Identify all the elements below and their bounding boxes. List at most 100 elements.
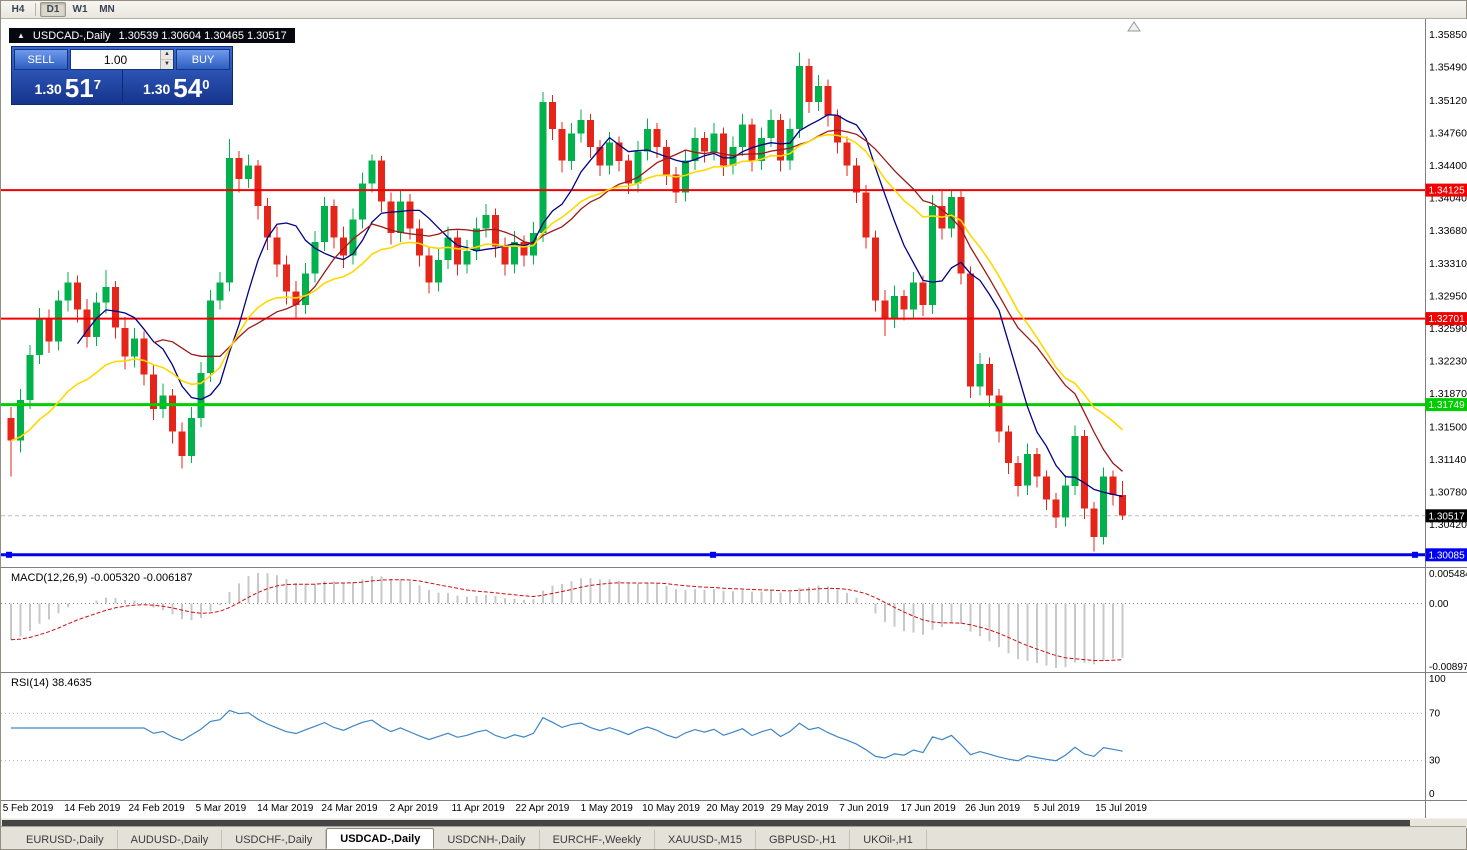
hline-handle[interactable] — [710, 551, 716, 558]
rsi-panel: 100 70 30 0 — [1, 674, 1446, 800]
svg-text:24 Mar 2019: 24 Mar 2019 — [321, 803, 378, 814]
svg-text:14 Mar 2019: 14 Mar 2019 — [257, 803, 314, 814]
timeframe-button-d1[interactable]: D1 — [40, 2, 66, 17]
toolbar-separator — [35, 3, 36, 16]
svg-text:7 Jun 2019: 7 Jun 2019 — [839, 803, 889, 814]
svg-text:1.31870: 1.31870 — [1429, 388, 1467, 400]
svg-text:1.31140: 1.31140 — [1429, 454, 1466, 466]
buy-price-point: 0 — [202, 77, 210, 92]
chart-tab-eurchfweekly[interactable]: EURCHF-,Weekly — [540, 830, 655, 849]
collapse-arrow-icon[interactable]: ▲ — [17, 31, 25, 40]
ma-line-sma16 — [153, 129, 1123, 472]
chart-tab-gbpusdh1[interactable]: GBPUSD-,H1 — [756, 830, 851, 849]
buy-price-figure: 1.30 — [143, 81, 171, 97]
svg-text:0.005484: 0.005484 — [1429, 569, 1467, 580]
rsi-label: RSI(14) 38.4635 — [11, 677, 92, 689]
volume-spinner-down-icon[interactable]: ▼ — [161, 60, 173, 69]
axis-label-1.32701: 1.32701 — [1425, 312, 1467, 325]
svg-text:11 Apr 2019: 11 Apr 2019 — [451, 803, 505, 814]
hline-handle[interactable] — [6, 551, 12, 558]
hline-handle[interactable] — [1412, 551, 1418, 558]
chart-tab-usdcaddaily[interactable]: USDCAD-,Daily — [326, 828, 435, 849]
svg-text:5 Jul 2019: 5 Jul 2019 — [1034, 803, 1081, 814]
sell-price-point: 7 — [93, 77, 101, 92]
svg-text:70: 70 — [1429, 708, 1441, 719]
volume-input[interactable]: 1.00 — [103, 52, 128, 67]
buy-price-pips: 54 — [173, 73, 203, 103]
svg-text:1 May 2019: 1 May 2019 — [581, 803, 634, 814]
svg-text:24 Feb 2019: 24 Feb 2019 — [129, 803, 186, 814]
svg-text:5 Mar 2019: 5 Mar 2019 — [196, 803, 247, 814]
price-axis[interactable]: 1.358501.354901.351201.347601.344001.340… — [1425, 29, 1467, 561]
chart-tab-usdcnhdaily[interactable]: USDCNH-,Daily — [434, 830, 540, 849]
svg-text:1.35850: 1.35850 — [1429, 29, 1467, 41]
buy-button[interactable]: BUY — [176, 49, 230, 70]
candles-layer — [7, 52, 1126, 552]
svg-text:1.33310: 1.33310 — [1429, 258, 1467, 270]
svg-text:1.34125: 1.34125 — [1429, 186, 1466, 197]
sell-price-figure: 1.30 — [34, 81, 62, 97]
svg-text:22 Apr 2019: 22 Apr 2019 — [515, 803, 569, 814]
svg-text:1.30085: 1.30085 — [1429, 550, 1466, 561]
svg-text:1.32950: 1.32950 — [1429, 291, 1467, 303]
autoscroll-marker-icon — [1127, 21, 1141, 32]
svg-text:-0.008973: -0.008973 — [1429, 662, 1467, 673]
svg-text:10 May 2019: 10 May 2019 — [642, 803, 700, 814]
chart-tab-eurusddaily[interactable]: EURUSD-,Daily — [13, 830, 118, 849]
svg-text:1.32590: 1.32590 — [1429, 323, 1467, 335]
h-scrollbar-thumb[interactable] — [2, 820, 1410, 827]
svg-text:1.35120: 1.35120 — [1429, 95, 1467, 107]
macd-panel: 0.005484 0.00 -0.008973 — [1, 569, 1467, 673]
svg-text:1.32701: 1.32701 — [1429, 314, 1466, 325]
macd-signal-line — [10, 579, 1123, 662]
svg-text:100: 100 — [1429, 674, 1446, 685]
timeframe-button-h4[interactable]: H4 — [11, 4, 25, 15]
time-axis: 5 Feb 2019 14 Feb 2019 24 Feb 2019 5 Mar 20… — [3, 803, 1148, 814]
svg-text:15 Jul 2019: 15 Jul 2019 — [1095, 803, 1147, 814]
price-chart[interactable]: 1.358501.354901.351201.347601.344001.340… — [1, 19, 1467, 828]
chart-tab-ukoilh1[interactable]: UKOil-,H1 — [850, 830, 927, 849]
chart-tab-audusddaily[interactable]: AUDUSD-,Daily — [118, 830, 223, 849]
svg-text:1.32230: 1.32230 — [1429, 356, 1467, 368]
svg-text:0: 0 — [1429, 789, 1435, 800]
timeframe-button-w1[interactable]: W1 — [72, 4, 88, 15]
svg-text:30: 30 — [1429, 756, 1441, 767]
current-price-label: 1.30517 — [1425, 509, 1467, 522]
chart-tab-bar: EURUSD-,Daily AUDUSD-,Daily USDCHF-,Daily U… — [1, 826, 1466, 849]
svg-text:0.00: 0.00 — [1429, 599, 1449, 610]
one-click-trading-panel: SELL 1.00 ▲ ▼ BUY 1.30 51 7 1.30 54 0 — [11, 46, 233, 105]
hline-1.30085[interactable] — [1, 551, 1425, 558]
svg-text:29 May 2019: 29 May 2019 — [771, 803, 829, 814]
sell-price-pips: 51 — [64, 73, 94, 103]
chart-symbol-period: USDCAD-,Daily — [32, 29, 111, 42]
chart-ohlc-values: 1.30539 1.30604 1.30465 1.30517 — [118, 29, 287, 42]
buy-price-display: 1.30 54 0 — [121, 70, 231, 103]
svg-text:1.35490: 1.35490 — [1429, 61, 1467, 73]
svg-text:1.34760: 1.34760 — [1429, 127, 1467, 139]
axis-label-1.31749: 1.31749 — [1425, 398, 1467, 412]
ma-line-ema21 — [10, 133, 1124, 442]
svg-text:1.31749: 1.31749 — [1429, 400, 1466, 411]
chart-tab-xauusdm15[interactable]: XAUUSD-,M15 — [655, 830, 756, 849]
svg-text:1.30780: 1.30780 — [1429, 487, 1467, 499]
svg-text:26 Jun 2019: 26 Jun 2019 — [965, 803, 1020, 814]
svg-text:14 Feb 2019: 14 Feb 2019 — [64, 803, 121, 814]
svg-text:20 May 2019: 20 May 2019 — [706, 803, 764, 814]
timeframe-toolbar: H4 D1 W1 MN — [1, 1, 1466, 19]
volume-spinner-up-icon[interactable]: ▲ — [161, 50, 173, 60]
chart-tab-usdchfdaily[interactable]: USDCHF-,Daily — [222, 830, 327, 849]
volume-field: 1.00 ▲ ▼ — [70, 49, 174, 70]
timeframe-button-mn[interactable]: MN — [99, 4, 115, 15]
axis-label-1.30085: 1.30085 — [1425, 548, 1467, 561]
svg-text:2 Apr 2019: 2 Apr 2019 — [390, 803, 439, 814]
axis-label-1.34125: 1.34125 — [1425, 183, 1467, 197]
svg-text:1.30517: 1.30517 — [1429, 511, 1466, 522]
sell-button[interactable]: SELL — [14, 49, 68, 70]
rsi-line — [11, 709, 1123, 762]
sell-price-display: 1.30 51 7 — [14, 70, 122, 102]
svg-text:1.33680: 1.33680 — [1429, 225, 1467, 237]
svg-text:17 Jun 2019: 17 Jun 2019 — [901, 803, 956, 814]
svg-text:1.31500: 1.31500 — [1429, 422, 1467, 434]
ma-line-sma8 — [76, 114, 1123, 498]
